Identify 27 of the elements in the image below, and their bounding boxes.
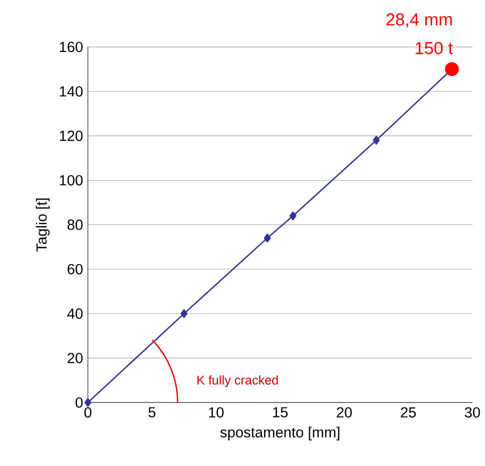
x-tick-label: 20: [336, 407, 352, 418]
point: [180, 309, 188, 318]
x-axis-title: spostamento [mm]: [220, 426, 340, 440]
x-tick-label: 0: [84, 407, 92, 418]
x-tick-label: 25: [400, 407, 416, 418]
annotation: 28,4 mm: [386, 13, 452, 28]
x-tick-label: 10: [209, 407, 224, 418]
y-tick-label: 20: [68, 352, 83, 364]
y-tick-label: 40: [67, 308, 83, 319]
y-tick-label: 100: [60, 174, 83, 186]
y-tick-label: 120: [60, 130, 83, 141]
y-tick-label: 80: [68, 219, 83, 230]
y-tick-label: 60: [68, 264, 83, 274]
point: [444, 62, 459, 76]
point: [84, 398, 92, 407]
x-tick-label: 30: [464, 407, 480, 418]
annotation: 150 t: [416, 42, 453, 54]
y-tick-label: 140: [60, 86, 83, 96]
y-tick-label: 160: [60, 42, 83, 52]
y-tick-label: 0: [76, 397, 83, 408]
x-tick-label: 15: [273, 407, 288, 418]
point: [372, 136, 380, 144]
annotation: K fully cracked: [197, 375, 278, 387]
point: [264, 233, 271, 242]
x-tick-label: 5: [148, 407, 156, 418]
point: [290, 211, 296, 220]
y-axis-title: Taglio [t]: [36, 198, 50, 252]
